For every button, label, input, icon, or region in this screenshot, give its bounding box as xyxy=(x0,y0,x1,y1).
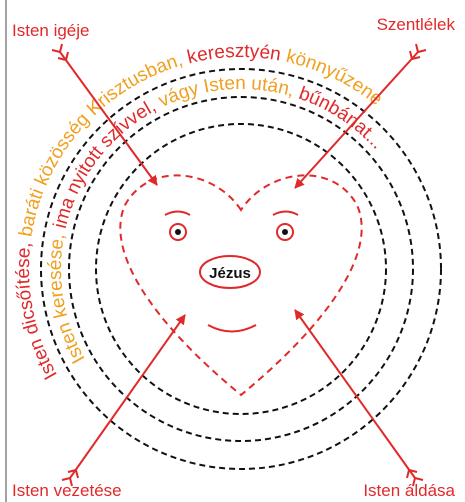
eyebrow xyxy=(165,212,190,216)
ring-phrase: keresztyén xyxy=(185,41,282,68)
label: Isten áldása xyxy=(363,481,455,500)
label: Isten vezetése xyxy=(12,481,122,500)
label: Isten igéje xyxy=(12,21,90,40)
ring-phrase: vágy Isten után, xyxy=(155,73,297,112)
ring-phrase: Isten keresése, xyxy=(45,232,90,367)
eyebrow xyxy=(273,212,298,216)
label: Szentlélek xyxy=(377,15,456,34)
heart xyxy=(120,175,361,395)
arrow xyxy=(70,315,185,478)
center-label: Jézus xyxy=(209,265,251,282)
pupil xyxy=(175,229,181,235)
diagram: Isten dicsőítése, baráti közösség Kriszt… xyxy=(0,0,465,502)
smile xyxy=(208,325,256,332)
pupil xyxy=(282,229,288,235)
